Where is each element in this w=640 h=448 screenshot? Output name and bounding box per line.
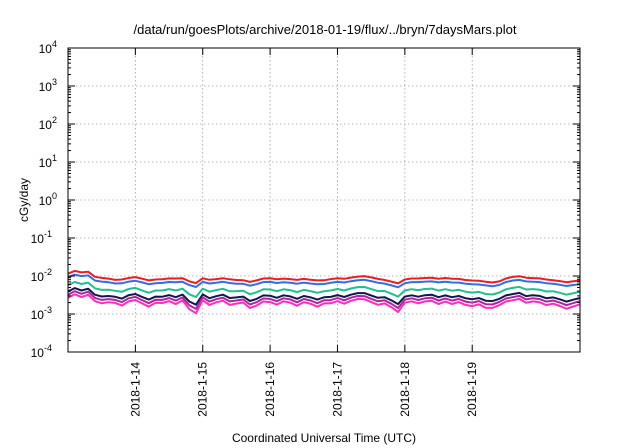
x-tick-label: 2018-1-17 — [330, 362, 344, 417]
x-tick-label: 2018-1-18 — [398, 362, 412, 417]
series-line-1 — [67, 269, 581, 285]
x-axis-label: Coordinated Universal Time (UTC) — [232, 431, 416, 445]
y-tick-label: 10-3 — [31, 305, 52, 322]
series-line-3 — [67, 281, 581, 298]
chart-title: /data/run/goesPlots/archive/2018-01-19/f… — [134, 22, 517, 37]
y-tick-label: 10-2 — [31, 267, 52, 284]
y-tick-label: 101 — [39, 153, 57, 170]
x-tick-label: 2018-1-19 — [465, 362, 479, 417]
x-tick-label: 2018-1-15 — [196, 362, 210, 417]
y-tick-label: 102 — [39, 115, 57, 132]
series-line-2 — [67, 273, 581, 289]
x-tick-label: 2018-1-14 — [128, 362, 142, 417]
y-tick-label: 10-1 — [31, 229, 52, 246]
series-line-5 — [67, 290, 581, 310]
grid — [68, 47, 580, 353]
series-lines — [67, 269, 581, 315]
x-axis: 2018-1-14 2018-1-15 2018-1-16 2018-1-17 2018… — [128, 48, 479, 417]
y-tick-label: 104 — [39, 39, 57, 56]
y-axis: 104 103 102 101 100 10-1 10-2 10-3 10-4 — [31, 39, 580, 360]
y-axis-label: cGy/day — [17, 178, 31, 222]
x-tick-label: 2018-1-16 — [263, 362, 277, 417]
y-tick-label: 10-4 — [31, 343, 52, 360]
series-line-4 — [67, 287, 581, 306]
y-tick-label: 100 — [39, 191, 57, 208]
series-line-6 — [67, 293, 581, 315]
y-tick-label: 103 — [39, 77, 57, 94]
